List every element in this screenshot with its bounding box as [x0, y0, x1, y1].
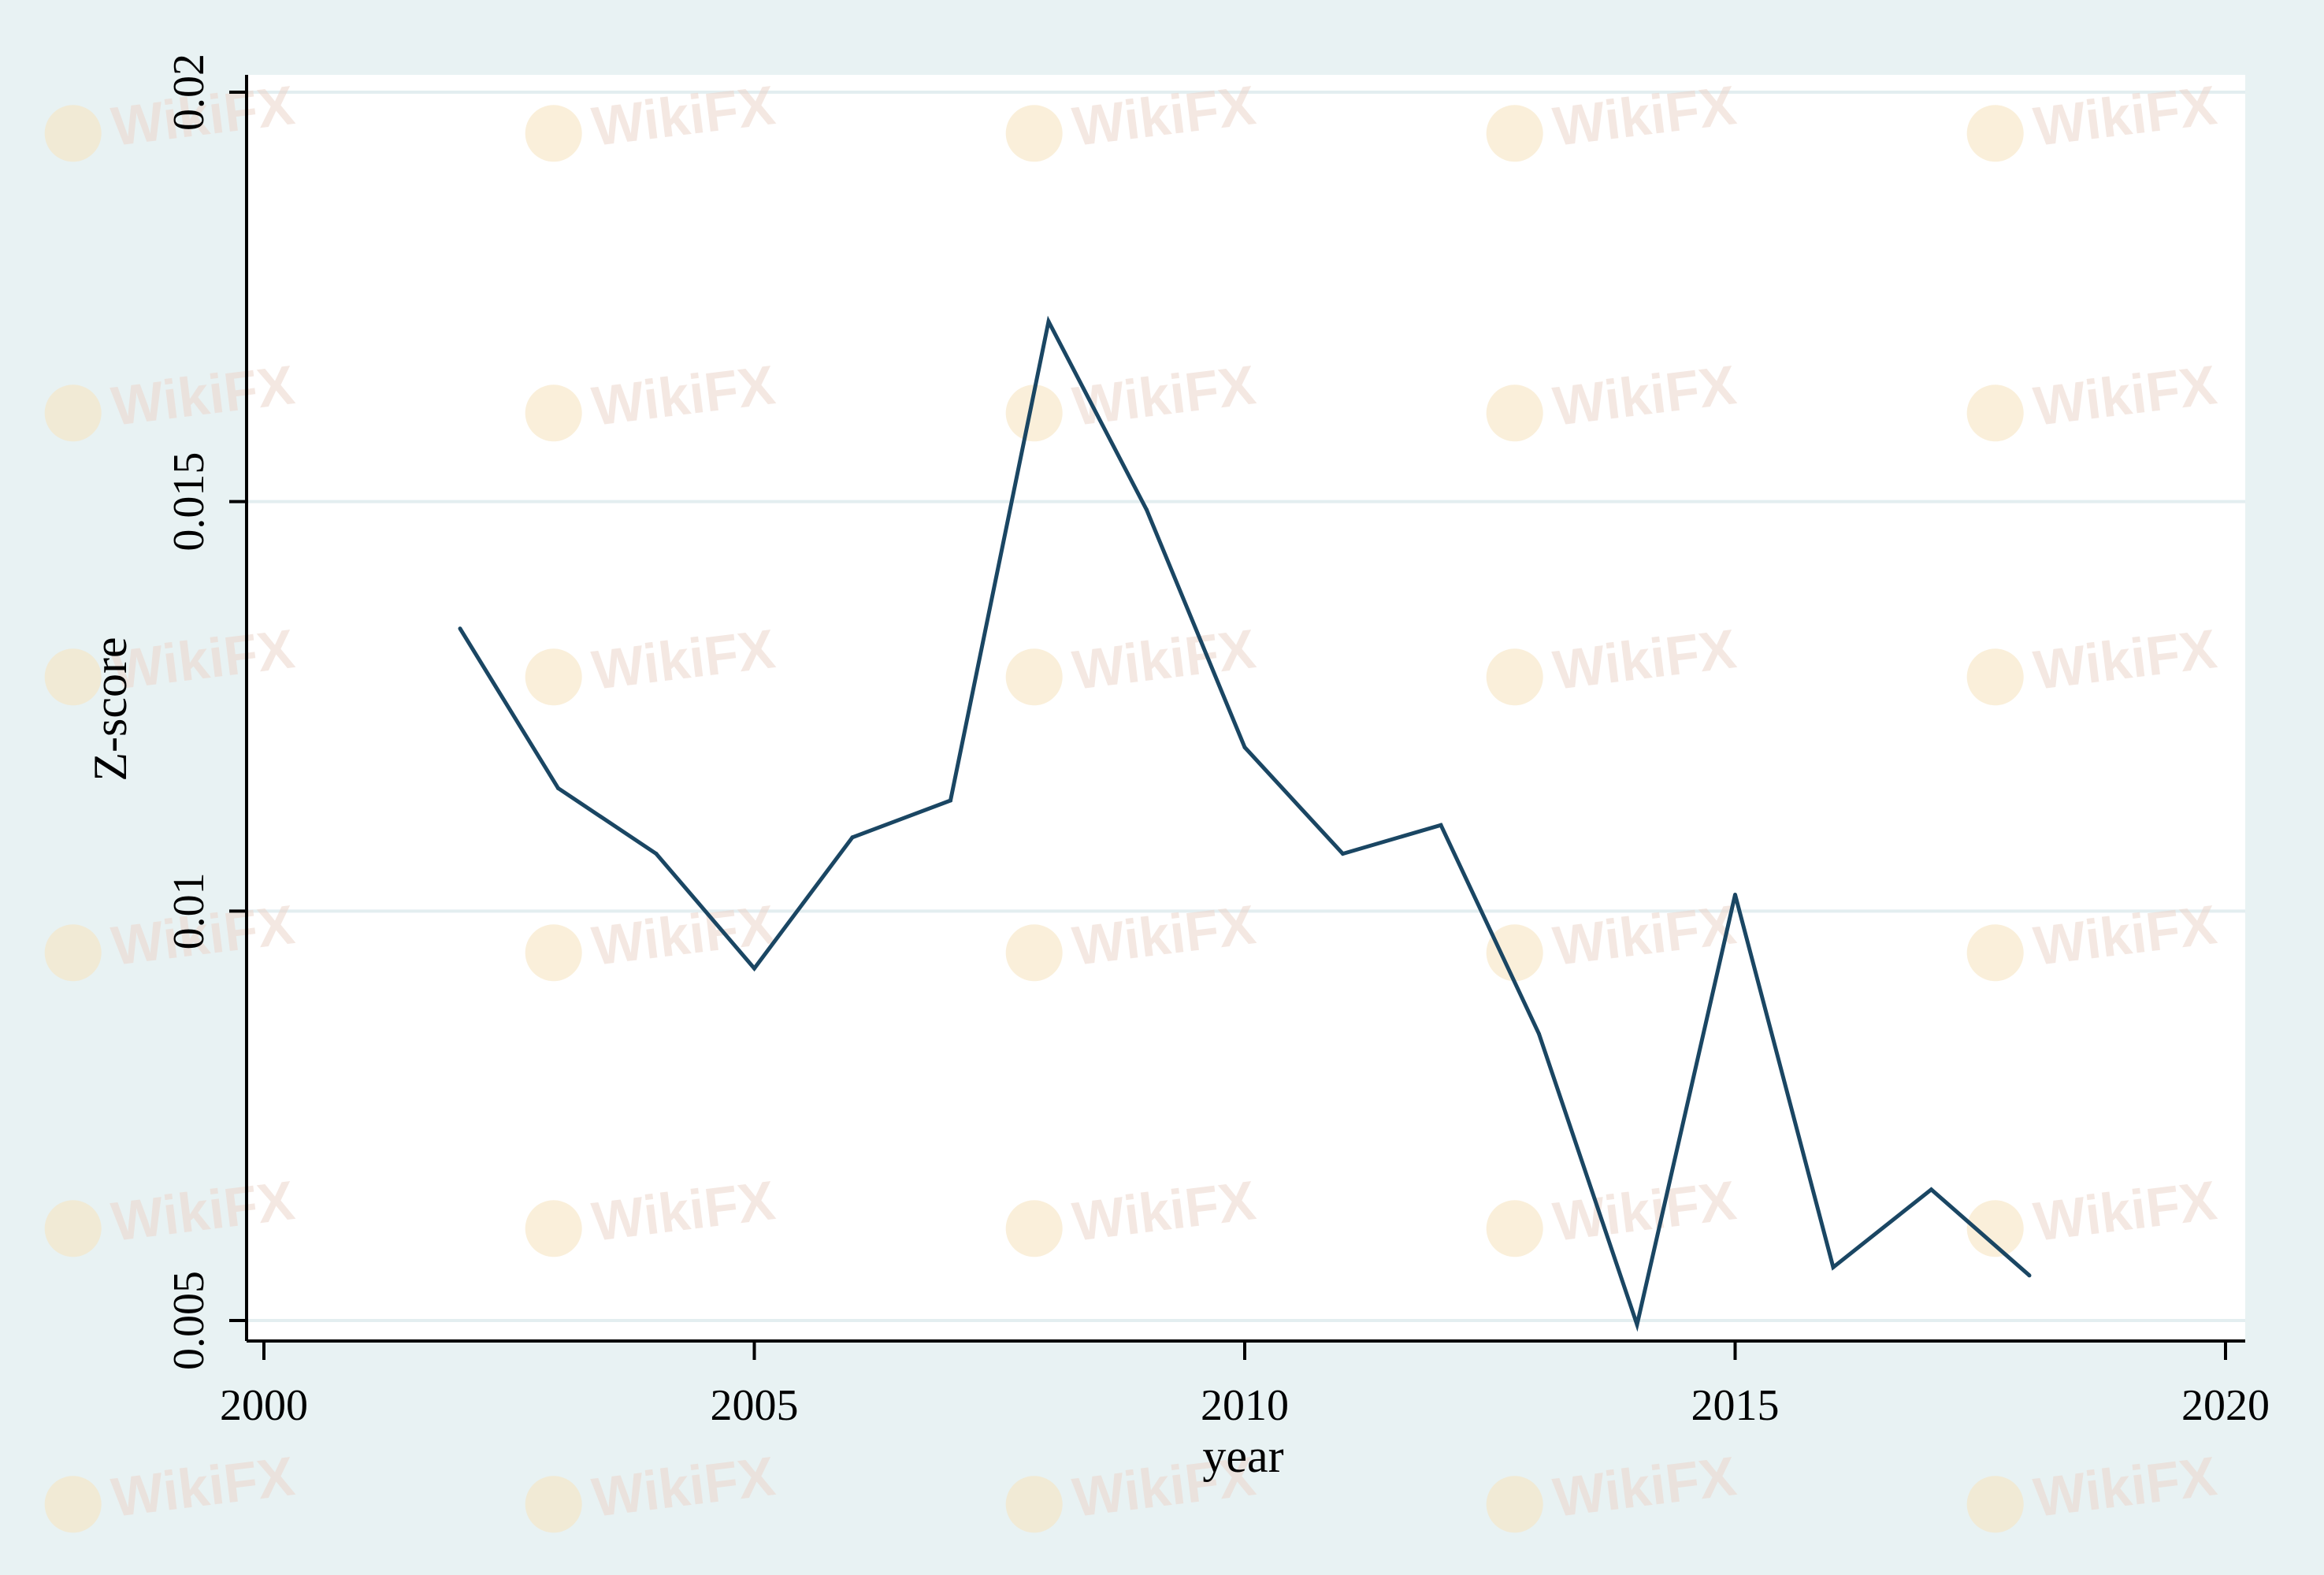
wikifx-logo-icon — [44, 105, 102, 162]
wikifx-logo-icon — [1966, 1200, 2024, 1257]
wikifx-logo-icon — [1486, 924, 1543, 982]
wikifx-logo-icon — [1486, 1200, 1543, 1257]
data-point — [752, 966, 756, 971]
wikifx-logo-icon — [1966, 384, 2024, 442]
wikifx-logo-icon — [44, 648, 102, 706]
x-ticks: 2000 2005 2010 2015 2020 — [220, 1341, 2270, 1430]
y-axis-title: Z-score — [84, 637, 136, 781]
data-point — [1831, 1265, 1836, 1269]
data-point — [850, 835, 855, 840]
wikifx-logo-icon — [525, 648, 582, 706]
series-layer — [458, 315, 2032, 1332]
wikifx-logo-icon — [1966, 924, 2024, 982]
data-point — [654, 852, 659, 856]
x-axis-title: year — [1202, 1430, 1283, 1482]
wikifx-logo-icon — [1486, 105, 1543, 162]
plot-area — [247, 75, 2245, 1341]
wikifx-logo-icon — [44, 1476, 102, 1533]
data-point — [1242, 745, 1247, 749]
x-tick-label: 2020 — [2181, 1381, 2270, 1430]
wikifx-logo-icon — [1005, 105, 1063, 162]
y-tick-label: 0.005 — [165, 1271, 213, 1370]
data-point — [1635, 1322, 1639, 1327]
wikifx-logo-icon — [525, 1476, 582, 1533]
data-point — [1439, 823, 1443, 827]
wikifx-logo-icon — [525, 1200, 582, 1257]
data-point — [556, 786, 560, 790]
wikifx-logo-icon — [1966, 105, 2024, 162]
wikifx-logo-icon — [1486, 1476, 1543, 1533]
x-tick-label: 2010 — [1201, 1381, 1289, 1430]
y-tick-label: 0.01 — [165, 872, 213, 949]
wikifx-logo-icon — [1966, 1476, 2024, 1533]
wikifx-logo-icon — [1486, 648, 1543, 706]
wikifx-logo-icon — [1005, 924, 1063, 982]
wikifx-logo-icon — [44, 384, 102, 442]
data-point — [1046, 319, 1051, 324]
y-tick-label: 0.02 — [165, 54, 213, 131]
wikifx-logo-icon — [1005, 648, 1063, 706]
data-point — [1929, 1187, 1933, 1192]
wikifx-logo-icon — [1966, 648, 2024, 706]
x-tick-label: 2015 — [1691, 1381, 1780, 1430]
x-tick-label: 2000 — [220, 1381, 308, 1430]
data-point — [458, 626, 462, 631]
data-point — [1537, 1031, 1541, 1036]
data-point — [1145, 507, 1149, 512]
wikifx-logo-icon — [1005, 384, 1063, 442]
wikifx-logo-icon — [525, 105, 582, 162]
wikifx-logo-icon — [44, 924, 102, 982]
wikifx-logo-icon — [44, 1200, 102, 1257]
data-point — [1341, 852, 1345, 856]
gridlines — [247, 91, 2245, 1322]
wikifx-logo-icon — [525, 924, 582, 982]
wikifx-logo-icon — [1005, 1476, 1063, 1533]
wikifx-logo-icon — [1486, 384, 1543, 442]
y-tick-label: 0.015 — [165, 452, 213, 552]
wikifx-logo-icon — [525, 384, 582, 442]
wikifx-logo-icon — [1005, 1200, 1063, 1257]
data-point — [949, 798, 952, 803]
x-tick-label: 2005 — [711, 1381, 799, 1430]
y-ticks: 0.005 0.01 0.015 0.02 — [165, 54, 247, 1370]
data-point — [1733, 893, 1737, 897]
data-point — [2027, 1273, 2032, 1278]
